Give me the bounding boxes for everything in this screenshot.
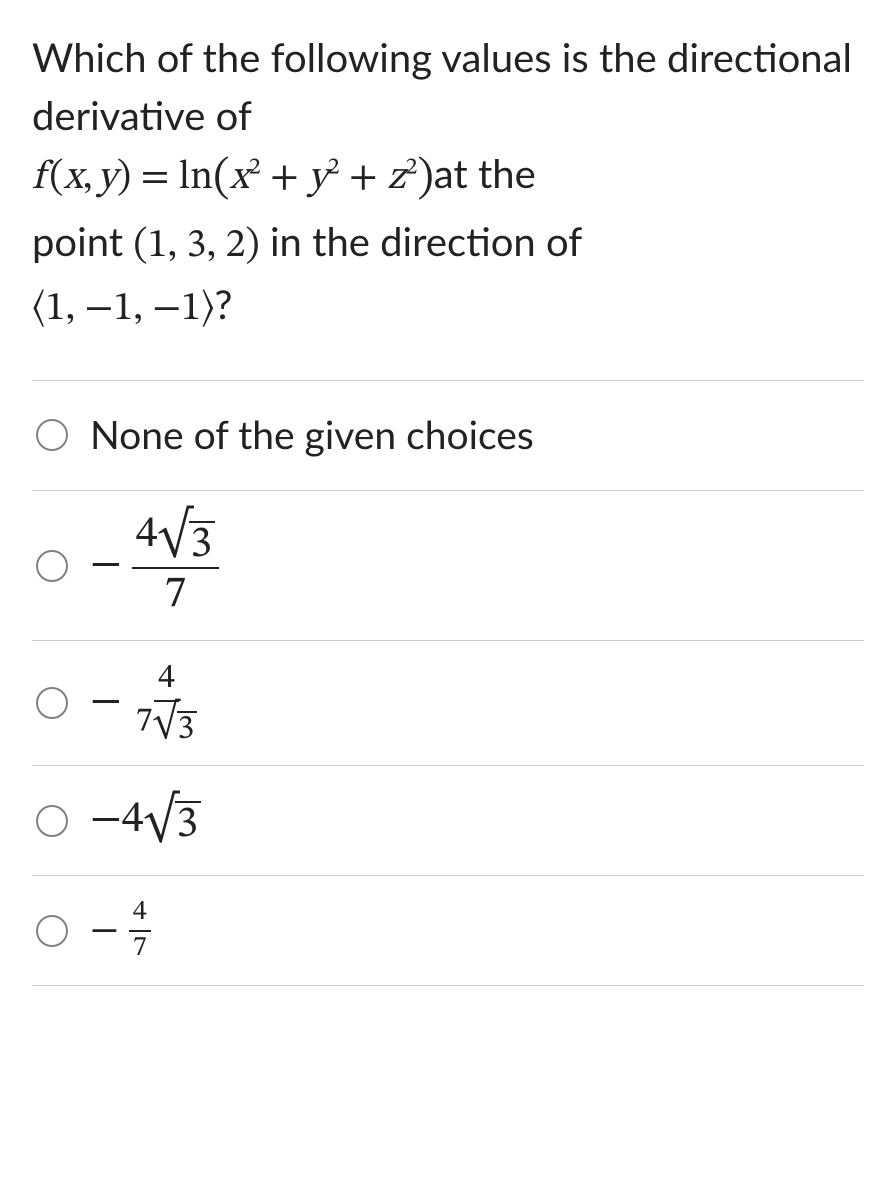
q-point: (1, 3, 2) — [133, 226, 259, 266]
q-ln: ln — [179, 158, 213, 198]
q-vector: ⟨1, −1, −1⟩ — [32, 289, 215, 329]
q-point-pre: point — [32, 217, 133, 265]
radio-icon — [36, 915, 68, 947]
q-line1: Which of the following values is the — [32, 33, 657, 81]
option-label: None of the given choices — [90, 407, 534, 464]
option-none[interactable]: None of the given choices — [32, 381, 864, 491]
radio-icon — [36, 419, 68, 451]
option-d[interactable]: −4√3 — [32, 766, 864, 876]
question-stem: Which of the following values is the dir… — [32, 28, 864, 338]
option-label: − 4 7 — [90, 896, 155, 965]
option-c[interactable]: − 4 7√3 — [32, 641, 864, 766]
q-func: f (x, y) = ln(x2 + y2 + z2) — [32, 158, 434, 198]
radio-icon — [36, 550, 68, 582]
q-dir: in the direction of — [260, 217, 583, 265]
option-b[interactable]: − 4√3 7 — [32, 491, 864, 641]
radio-icon — [36, 805, 68, 837]
q-qmark: ? — [215, 280, 233, 328]
options-list: None of the given choices − 4√3 7 − 4 7√… — [32, 380, 864, 986]
radio-icon — [36, 687, 68, 719]
option-label: − 4 7√3 — [90, 659, 205, 747]
option-label: − 4√3 7 — [90, 509, 223, 622]
option-label: −4√3 — [90, 789, 201, 853]
option-e[interactable]: − 4 7 — [32, 876, 864, 986]
q-at: at the — [434, 149, 536, 197]
